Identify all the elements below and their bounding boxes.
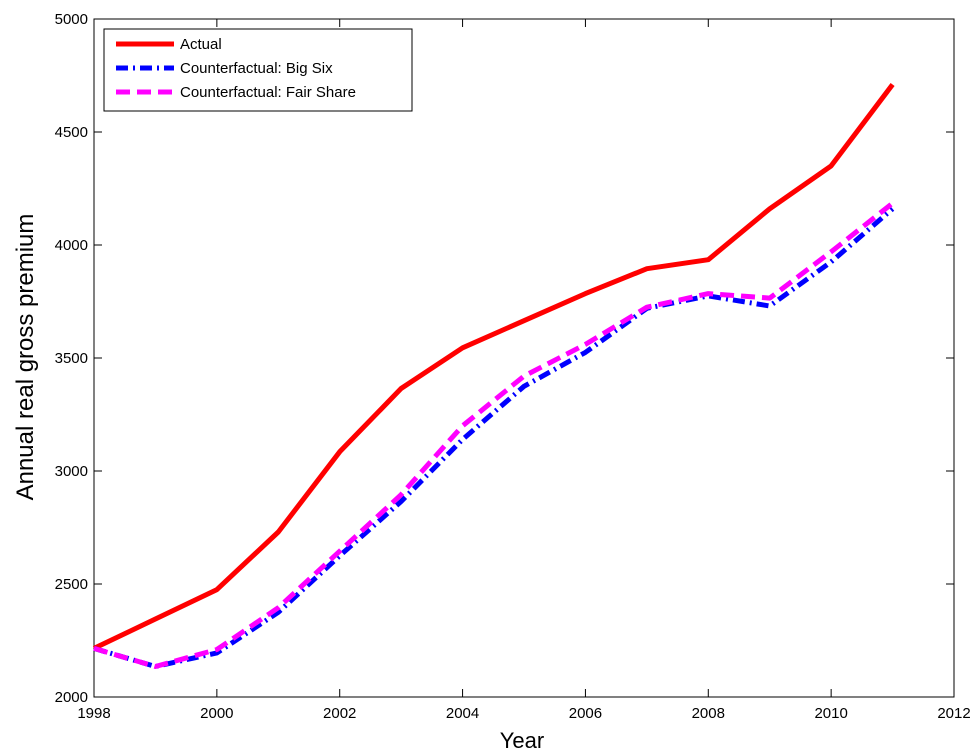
y-tick-label: 4000: [55, 237, 88, 254]
x-tick-label: 1998: [77, 705, 110, 722]
legend: Actual Counterfactual: Big Six Counterfact…: [103, 28, 413, 112]
x-tick-label: 2004: [446, 705, 479, 722]
x-tick-label: 2010: [814, 705, 847, 722]
series-line-counterfactual-fair-share: [93, 201, 895, 669]
plot-frame: [93, 18, 955, 698]
y-tick-label: 2500: [55, 576, 88, 593]
x-tick-label: 2008: [692, 705, 725, 722]
y-tick-label: 3000: [55, 463, 88, 480]
legend-label-counterfactual-big-six: Counterfactual: Big Six: [180, 60, 333, 77]
x-tick-label: 2006: [569, 705, 602, 722]
y-axis-title: Annual real gross premium: [12, 214, 39, 501]
x-tick-label: 2000: [200, 705, 233, 722]
series-line-counterfactual-big-six: [93, 206, 895, 669]
x-axis-title: Year: [500, 728, 544, 750]
x-tick-label: 2002: [323, 705, 356, 722]
y-tick-label: 3500: [55, 350, 88, 367]
legend-label-actual: Actual: [180, 36, 222, 53]
series-layer: [92, 82, 895, 669]
legend-label-counterfactual-fair-share: Counterfactual: Fair Share: [180, 84, 356, 101]
y-tick-label: 5000: [55, 11, 88, 28]
y-tick-label: 2000: [55, 689, 88, 706]
plot-axes: 1998 2000 2002 2004 2006 2008 2010 201220002500…: [55, 11, 971, 722]
x-tick-label: 2012: [937, 705, 970, 722]
series-line-actual: [92, 82, 895, 651]
y-tick-label: 4500: [55, 124, 88, 141]
